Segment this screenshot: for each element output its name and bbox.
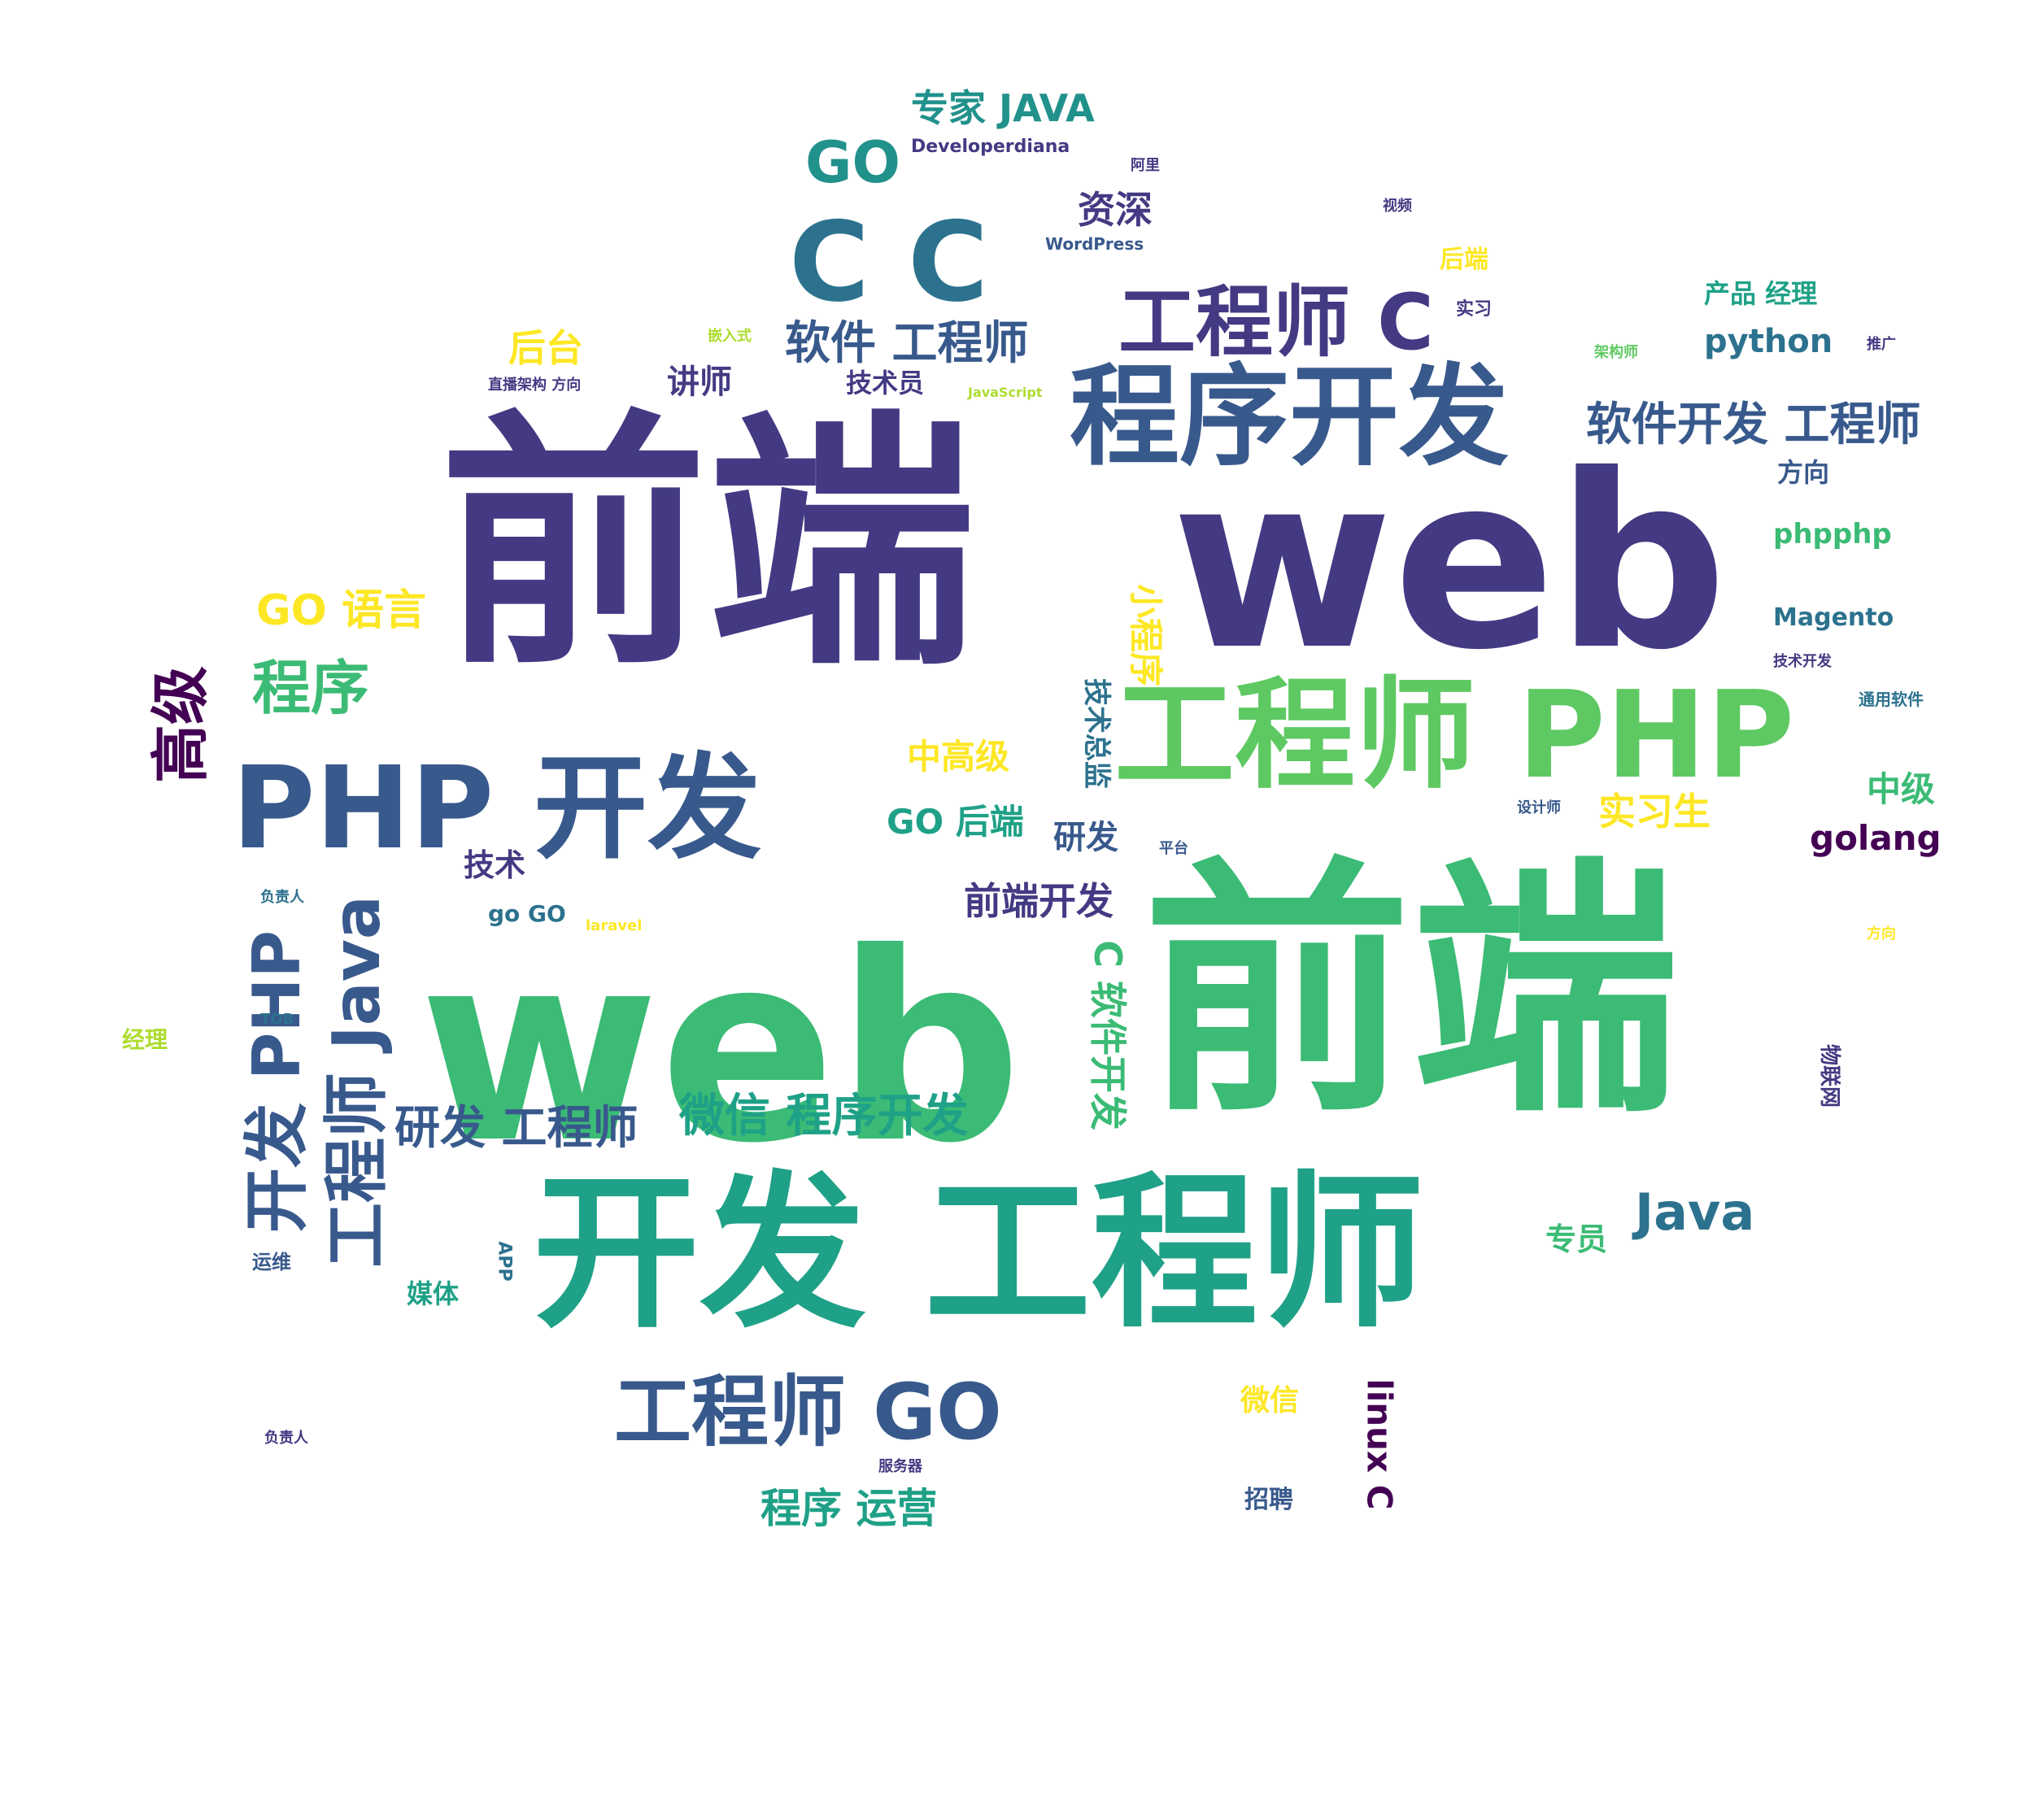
word: 后台	[508, 326, 583, 370]
word: 实习生	[1598, 790, 1711, 834]
word: 微信 程序开发	[679, 1090, 969, 1143]
word: web	[419, 898, 1022, 1200]
word: 前端	[439, 389, 976, 701]
word: 工程师 PHP	[1114, 665, 1795, 805]
word: 嵌入式	[708, 328, 752, 345]
word: linux C	[1359, 1378, 1400, 1510]
word: 中高级	[907, 737, 1010, 777]
word: 直播架构 方向	[488, 377, 582, 394]
word: 架构师	[1594, 344, 1638, 361]
word: 招聘	[1244, 1486, 1293, 1514]
word: APP	[494, 1241, 515, 1282]
word: python	[1704, 323, 1833, 360]
word: 产品 经理	[1704, 278, 1818, 309]
word: 技术员	[846, 368, 925, 398]
word: C 软件开发	[1085, 940, 1130, 1130]
word: 方向	[1777, 457, 1830, 488]
word: 后端	[1440, 246, 1488, 274]
word: 经理	[122, 1026, 168, 1053]
word: GO 后端	[887, 802, 1024, 842]
word: 技术	[464, 847, 526, 883]
word: web	[1171, 423, 1728, 703]
word: 阿里	[1131, 157, 1160, 174]
word: laravel	[586, 917, 643, 934]
word: 前端开发	[964, 879, 1114, 923]
word: 方向	[1867, 925, 1896, 943]
word: JavaScript	[968, 385, 1043, 400]
word: 服务器	[878, 1458, 922, 1475]
word: GO	[805, 129, 900, 196]
word: WordPress	[1045, 234, 1144, 254]
word: 讲师	[667, 364, 732, 401]
word: 工程师 Java	[318, 895, 394, 1268]
word: 通用软件	[1859, 690, 1924, 709]
word: 平台	[1159, 840, 1188, 857]
word: 技术开发	[1773, 653, 1832, 670]
word: GO 语言	[256, 586, 426, 635]
word: 资深	[1078, 188, 1153, 232]
word: Java	[1635, 1182, 1755, 1242]
word: 软件 工程师	[785, 317, 1029, 370]
word: 工程师 GO	[614, 1368, 1002, 1457]
word: 程序 运营	[761, 1485, 938, 1532]
word: 专员	[1545, 1221, 1608, 1257]
word: 高级	[146, 665, 216, 784]
word: TOB	[260, 1011, 294, 1028]
word: go GO	[488, 900, 566, 927]
word: 设计师	[1517, 799, 1561, 816]
word: 推广	[1867, 336, 1896, 353]
word: 前端	[1143, 836, 1680, 1148]
word: 负责人	[264, 1430, 308, 1447]
word: 工程师 C	[1118, 278, 1434, 368]
word: 开发 工程师	[533, 1157, 1425, 1351]
word: phpphp	[1773, 518, 1892, 551]
word: Developerdiana	[911, 137, 1070, 157]
word: 开发 PHP	[239, 929, 316, 1234]
word: 专家 JAVA	[911, 86, 1095, 130]
word: 实习	[1456, 299, 1493, 320]
word: C C	[789, 198, 989, 326]
word: 媒体	[407, 1278, 460, 1309]
word: 微信	[1240, 1384, 1300, 1417]
word: PHP 开发	[232, 742, 762, 875]
word: 研发 工程师	[394, 1102, 638, 1155]
word: golang	[1810, 818, 1942, 858]
word: Magento	[1773, 603, 1894, 632]
word: 程序开发	[1070, 353, 1509, 481]
word: 物联网	[1817, 1043, 1842, 1108]
word: 中级	[1867, 769, 1936, 809]
word: 小程序	[1126, 583, 1166, 687]
word: 程序	[252, 654, 370, 722]
word: 视频	[1383, 198, 1412, 215]
word: 软件开发 工程师	[1586, 398, 1921, 451]
word: 负责人	[260, 889, 304, 906]
word: 研发	[1053, 819, 1118, 856]
word: 运维	[252, 1251, 291, 1273]
word: 技术总监	[1080, 678, 1113, 789]
